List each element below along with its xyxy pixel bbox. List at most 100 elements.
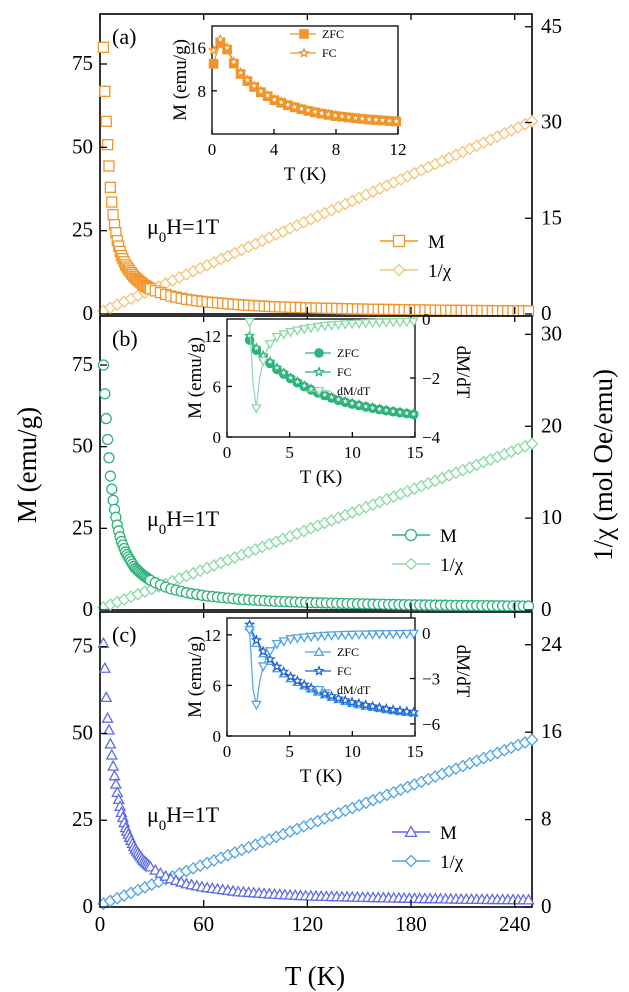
- inset-point: [292, 634, 303, 644]
- inset-point: [343, 111, 355, 122]
- inset-point: [228, 56, 240, 67]
- left-axis-tick-label: 0: [83, 301, 94, 325]
- inset-y-axis-tick-label: 8: [198, 82, 207, 101]
- inset-point: [333, 631, 344, 641]
- inset-point: [325, 391, 338, 403]
- magnetization-point: [100, 412, 112, 425]
- inset-point: [360, 630, 372, 640]
- inset-point: [401, 407, 413, 418]
- inset-point: [257, 645, 269, 657]
- left-axis-tick-label: 75: [72, 634, 93, 658]
- series-inverse-chi: [97, 733, 539, 911]
- inset-point: [353, 630, 365, 641]
- inset-x-axis-tick-label: 10: [344, 443, 361, 462]
- inset-point: [302, 104, 314, 116]
- inset-point: [407, 408, 420, 419]
- inset-point: [278, 330, 290, 340]
- inset-legend-label: ZFC: [322, 27, 344, 41]
- inset-point: [332, 692, 345, 704]
- inset-frame: [226, 318, 416, 438]
- inset-legend-marker: [298, 47, 310, 58]
- inset-point: [291, 375, 304, 387]
- inset-point: [366, 401, 379, 413]
- inset-point: [408, 629, 419, 640]
- right-axis-tick-label: 45: [541, 14, 562, 38]
- inset-legend-label: ZFC: [337, 645, 359, 659]
- inset-y-axis-tick-label: 0: [213, 727, 222, 746]
- inset-x-axis-tick-label: 0: [223, 742, 232, 761]
- legend-marker: [404, 854, 418, 868]
- inset-point: [380, 702, 392, 714]
- inset-point: [373, 403, 386, 414]
- legend-marker: [392, 234, 406, 248]
- inset-legend-marker: [313, 386, 325, 397]
- inset-point: [275, 96, 287, 107]
- legend-label: 1/χ: [428, 261, 452, 282]
- right-axis-tick-label: 15: [541, 205, 562, 229]
- inset-point: [374, 630, 385, 640]
- inset-y-axis-tick-label: 12: [204, 327, 221, 346]
- panel-label: (a): [112, 24, 136, 49]
- magnetization-point: [103, 452, 115, 464]
- inset-y-axis-tick-label: 6: [213, 377, 222, 396]
- inset-point: [380, 404, 392, 416]
- inset-legend-label: dM/dT: [337, 384, 371, 398]
- inset-point: [349, 112, 362, 123]
- panel-frame: [99, 13, 533, 315]
- inset-point: [387, 318, 399, 328]
- magnetization-point: [105, 748, 118, 760]
- inset-point: [221, 41, 233, 53]
- panel-a: 0 25 50 75 0 15 30 45 (a) μ0H=1T M 1/χ 0 4 8 12 8 16 T (K)…: [72, 13, 562, 325]
- inset-point: [353, 697, 365, 709]
- inset-y2-axis-tick-label: −4: [422, 428, 441, 447]
- left-axis-tick-label: 75: [72, 352, 93, 376]
- inset-point: [284, 371, 297, 383]
- inverse-chi-point: [525, 733, 539, 747]
- inset-legend-label: FC: [337, 664, 352, 678]
- inset-legend: ZFC FC dM/dT: [305, 645, 371, 697]
- inset-point: [367, 700, 379, 712]
- inset-point: [278, 665, 290, 677]
- x-axis-tick-label: 0: [95, 912, 106, 936]
- inset-legend-label: FC: [337, 365, 352, 379]
- inset-x-axis-tick-label: 12: [390, 140, 407, 159]
- right-axis-tick-label: 8: [541, 807, 552, 831]
- x-axis-tick-label: 60: [193, 912, 214, 936]
- field-annotation: μ0H=1T: [147, 214, 220, 246]
- magnetization-point: [102, 723, 116, 735]
- legend-label: M: [440, 526, 457, 547]
- field-annotation: μ0H=1T: [147, 802, 220, 834]
- inset-x-axis-tick-label: 10: [344, 742, 361, 761]
- right-axis-tick-label: 0: [541, 894, 552, 918]
- inset-point: [291, 674, 304, 686]
- panel-label: (c): [112, 622, 136, 647]
- magnetization-point: [107, 759, 120, 771]
- inset-point: [319, 388, 331, 400]
- inset-point: [326, 631, 337, 641]
- left-axis-tick-label: 25: [72, 807, 93, 831]
- inset-frame: [226, 617, 416, 737]
- inset-point: [250, 342, 263, 353]
- inset-y-axis-tick-label: 16: [189, 39, 206, 58]
- inset-point: [289, 100, 301, 112]
- left-axis-tick-label: 50: [72, 720, 93, 744]
- inset-point: [339, 630, 351, 641]
- magnetization-point: [99, 85, 111, 97]
- inset-y2-axis-tick-label: 0: [422, 310, 431, 329]
- inset-x-label: T (K): [284, 164, 326, 185]
- left-axis-tick-label: 0: [83, 894, 94, 918]
- inverse-chi-point: [525, 437, 539, 451]
- inset-y2-axis-tick-label: −2: [422, 369, 440, 388]
- inset-y-label: M (emu/g): [185, 337, 206, 419]
- inset-point: [284, 670, 297, 682]
- inset-y2-label: dM/dT: [452, 346, 473, 399]
- inset-legend: ZFC FC: [290, 27, 344, 60]
- inset-legend-marker: [313, 646, 325, 657]
- inset-point: [356, 112, 368, 124]
- inset-point: [234, 66, 247, 78]
- inset-y-label: M (emu/g): [170, 39, 191, 121]
- magnetization-point: [111, 786, 124, 798]
- inverse-chi-point: [525, 114, 539, 128]
- inset-point: [271, 332, 283, 343]
